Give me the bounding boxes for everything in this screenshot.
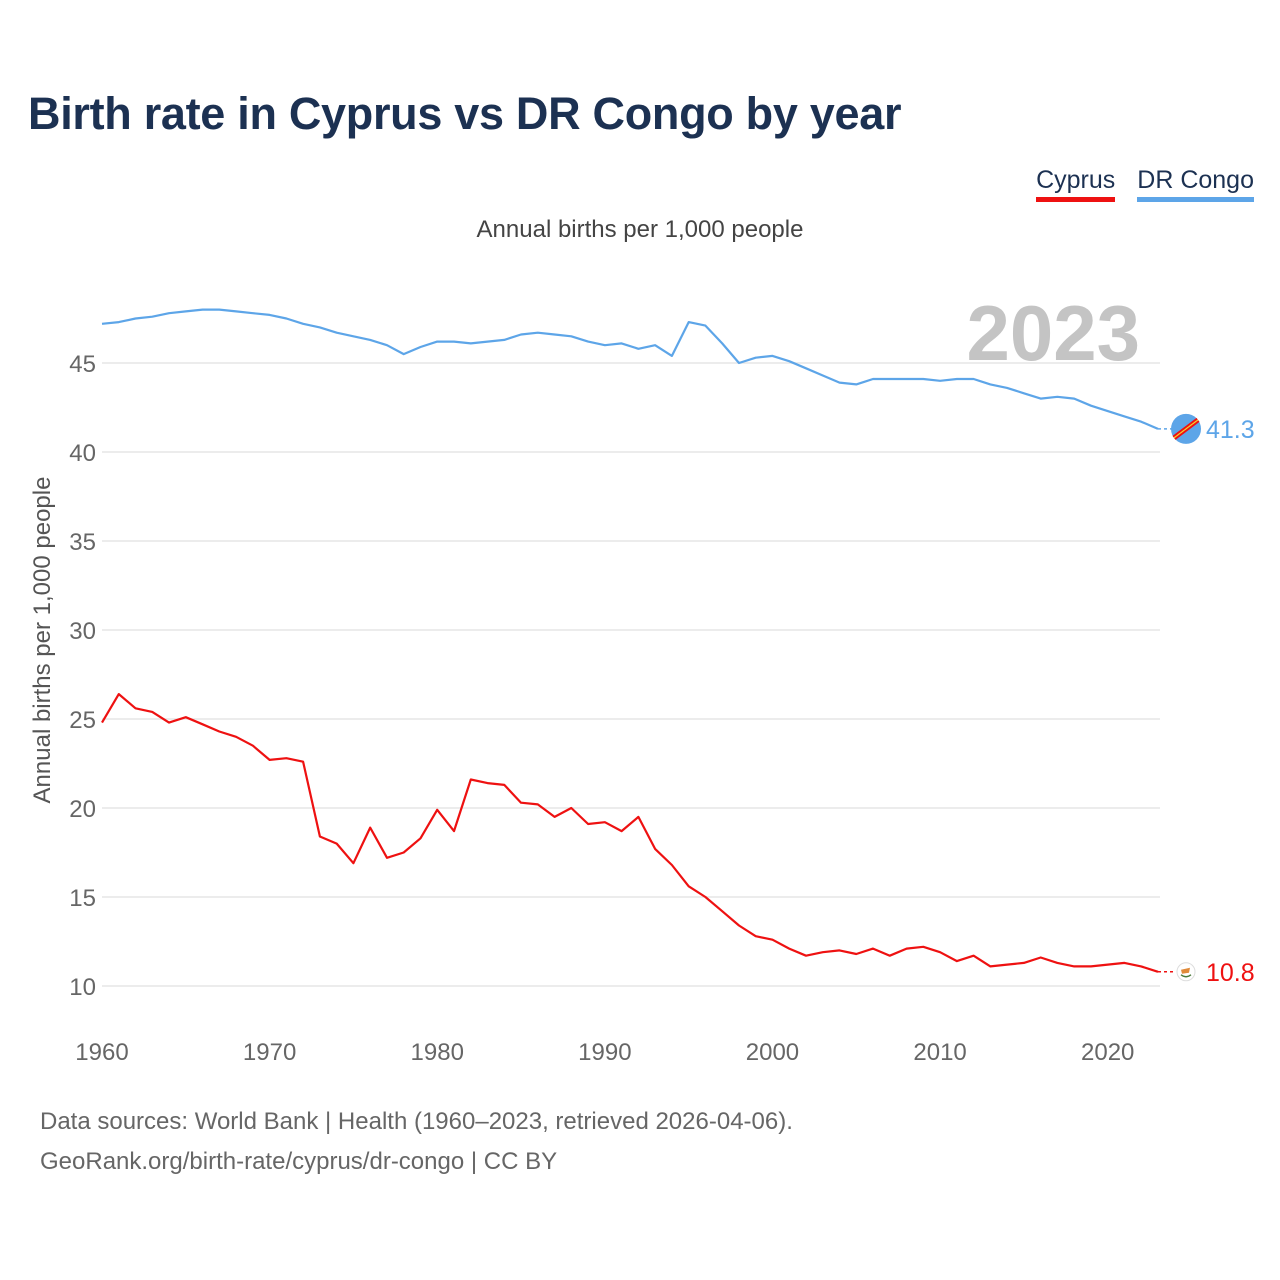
legend: Cyprus DR Congo bbox=[1036, 166, 1254, 202]
y-axis-label: Annual births per 1,000 people bbox=[29, 477, 56, 804]
x-tick-label: 2000 bbox=[746, 1039, 799, 1066]
y-tick-label: 30 bbox=[69, 618, 96, 645]
y-tick-label: 20 bbox=[69, 796, 96, 823]
y-tick-label: 40 bbox=[69, 440, 96, 467]
legend-item-dr-congo[interactable]: DR Congo bbox=[1137, 166, 1254, 202]
source-link[interactable]: GeoRank.org/birth-rate/cyprus/dr-congo |… bbox=[40, 1148, 558, 1175]
series-line-cyprus bbox=[101, 692, 1159, 973]
y-tick-label: 10 bbox=[69, 974, 96, 1001]
flag-branches-cyprus bbox=[1180, 974, 1192, 978]
end-markers: 10.8 41.3 bbox=[1158, 413, 1255, 987]
x-tick-label: 1970 bbox=[243, 1039, 296, 1066]
line-chart: 10 15 20 25 30 35 40 45 1960 1970 1980 1990 2000 201… bbox=[29, 289, 1255, 1066]
x-tick-label: 1990 bbox=[578, 1039, 631, 1066]
y-tick-label: 25 bbox=[69, 707, 96, 734]
x-axis-ticks: 1960 1970 1980 1990 2000 2010 2020 bbox=[75, 1039, 1134, 1066]
y-tick-label: 35 bbox=[69, 529, 96, 556]
y-tick-label: 15 bbox=[69, 885, 96, 912]
x-tick-label: 2020 bbox=[1081, 1039, 1134, 1066]
end-value-label-cyprus: 10.8 bbox=[1206, 959, 1255, 987]
series-layer bbox=[101, 308, 1159, 973]
gridlines bbox=[102, 362, 1160, 987]
series-line-dr-congo bbox=[101, 308, 1159, 430]
y-axis-ticks: 10 15 20 25 30 35 40 45 bbox=[69, 351, 96, 1001]
y-tick-label: 45 bbox=[69, 351, 96, 378]
legend-item-cyprus[interactable]: Cyprus bbox=[1036, 166, 1116, 202]
x-tick-label: 2010 bbox=[913, 1039, 966, 1066]
chart-subtitle: Annual births per 1,000 people bbox=[476, 216, 804, 243]
chart-title: Birth rate in Cyprus vs DR Congo by year bbox=[28, 88, 902, 139]
end-value-label-dr-congo: 41.3 bbox=[1206, 416, 1255, 444]
x-tick-label: 1960 bbox=[75, 1039, 128, 1066]
flag-island-cyprus bbox=[1181, 967, 1190, 974]
x-tick-label: 1980 bbox=[411, 1039, 464, 1066]
source-citation: Data sources: World Bank | Health (1960–… bbox=[40, 1108, 793, 1135]
flag-stripe-edge bbox=[1173, 419, 1199, 439]
year-label: 2023 bbox=[966, 289, 1140, 377]
